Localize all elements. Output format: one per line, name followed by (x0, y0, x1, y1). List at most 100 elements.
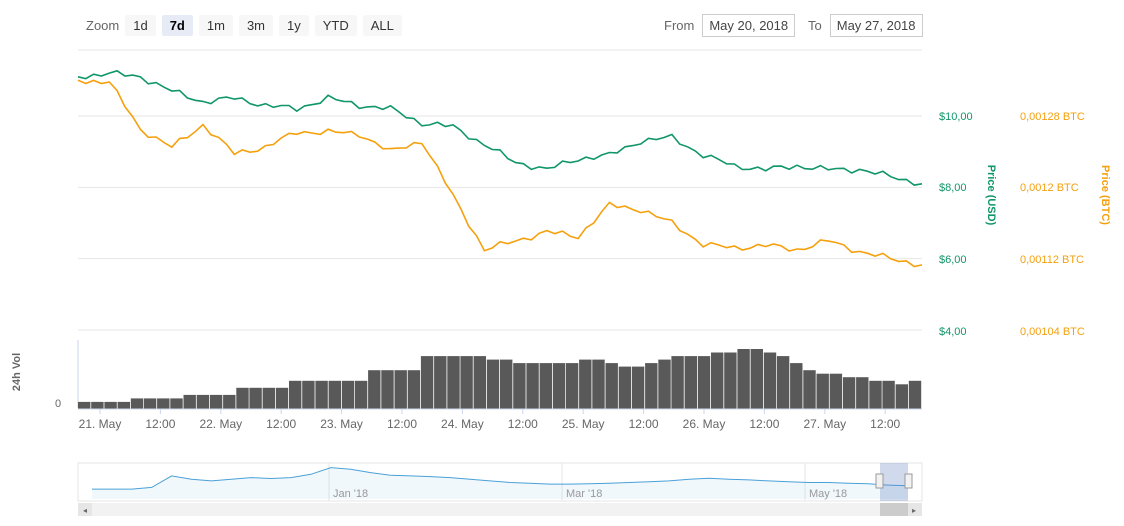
x-tick-label: 26. May (683, 417, 726, 431)
volume-bar (697, 356, 711, 409)
volume-bar (157, 398, 170, 409)
usd-axis-title: Price (USD) (985, 165, 997, 226)
volume-bar (78, 401, 91, 409)
volume-bar (500, 359, 513, 409)
volume-bar (724, 352, 737, 409)
volume-bar (381, 370, 394, 409)
volume-bar (671, 356, 684, 409)
volume-bar (856, 377, 869, 409)
volume-bar (289, 380, 302, 409)
volume-bar (750, 349, 763, 409)
zoom-ytd-button[interactable]: YTD (314, 14, 357, 36)
scroll-right-icon: ▸ (912, 506, 916, 515)
volume-bar (262, 387, 275, 409)
volume-bar (420, 356, 434, 409)
from-date-input[interactable]: May 20, 2018 (702, 14, 796, 37)
volume-bars (78, 349, 922, 409)
x-tick-label: 12:00 (266, 417, 296, 431)
scrollbar-left-arrow[interactable] (78, 503, 92, 516)
x-tick-label: 12:00 (387, 417, 417, 431)
btc-tick: 0,0012 BTC (1020, 182, 1079, 194)
volume-bar (394, 370, 407, 409)
to-date-input[interactable]: May 27, 2018 (829, 14, 923, 37)
x-tick-label: 21. May (79, 417, 122, 431)
volume-bar (565, 363, 579, 409)
x-tick-label: 12:00 (870, 417, 900, 431)
volume-bar (117, 401, 130, 409)
volume-bar (434, 356, 447, 409)
x-tick-label: 23. May (320, 417, 363, 431)
volume-axis-title: 24h Vol (11, 353, 23, 391)
volume-bar (829, 373, 843, 409)
volume-bar (447, 356, 460, 409)
grid (78, 115, 922, 331)
zoom-1y-button[interactable]: 1y (279, 14, 309, 36)
x-tick-label: 27. May (803, 417, 846, 431)
x-tick-label: 12:00 (145, 417, 175, 431)
volume-bar (170, 398, 183, 409)
volume-bar (223, 394, 236, 409)
volume-bar (302, 380, 315, 409)
volume-bar (895, 384, 908, 409)
volume-bar (605, 363, 618, 409)
date-range-to: To May 27, 2018 (808, 14, 923, 37)
volume-bar (275, 387, 289, 409)
volume-bar (816, 373, 829, 409)
volume-bar (842, 377, 856, 409)
zoom-label: Zoom (86, 17, 120, 33)
volume-bar (658, 359, 671, 409)
navigator-handle-right[interactable] (904, 473, 913, 489)
usd-tick: $8,00 (939, 182, 967, 194)
scrollbar-track[interactable] (78, 503, 922, 516)
volume-bar (368, 370, 381, 409)
volume-bar (341, 380, 355, 409)
x-tick-label: 22. May (199, 417, 242, 431)
volume-bar (183, 394, 196, 409)
volume-bar (526, 363, 539, 409)
zoom-3m-button[interactable]: 3m (238, 14, 273, 36)
from-label: From (664, 18, 695, 33)
navigator-area (92, 467, 908, 499)
zoom-1m-button[interactable]: 1m (198, 14, 233, 36)
volume-bar (908, 380, 922, 409)
volume-bar (486, 359, 500, 409)
navigator-line (92, 467, 909, 490)
volume-bar (737, 349, 750, 409)
x-tick-label: 12:00 (749, 417, 779, 431)
volume-bar (407, 370, 421, 409)
volume-bar (869, 380, 882, 409)
volume-bar (711, 352, 724, 409)
navigator-handle-left[interactable] (875, 473, 884, 489)
usd-price-line (77, 69, 923, 186)
volume-bar (618, 366, 632, 409)
zoom-1d-button[interactable]: 1d (125, 14, 156, 36)
btc-tick: 0,00112 BTC (1020, 254, 1084, 266)
scroll-left-icon: ◂ (83, 506, 87, 515)
btc-axis-title: Price (BTC) (1099, 165, 1111, 225)
volume-bar (196, 394, 210, 409)
zoom-all-button[interactable]: ALL (362, 14, 402, 36)
navigator-selection[interactable] (880, 463, 908, 501)
usd-tick: $10,00 (939, 111, 973, 123)
volume-bar (776, 356, 790, 409)
volume-bar (104, 401, 117, 409)
scrollbar-right-arrow[interactable] (908, 503, 922, 516)
btc-price-line (77, 79, 923, 268)
volume-bar (249, 387, 262, 409)
volume-bar (328, 380, 341, 409)
navigator-tick-label: Mar '18 (566, 488, 602, 500)
btc-tick: 0,00104 BTC (1020, 326, 1085, 338)
scrollbar-thumb[interactable] (880, 503, 908, 516)
zoom-toolbar: Zoom 1d 7d 1m 3m 1y YTD ALL (86, 14, 408, 36)
btc-tick: 0,00128 BTC (1020, 111, 1085, 123)
x-tick-label: 12:00 (508, 417, 538, 431)
volume-bar (803, 370, 816, 409)
volume-bar (592, 359, 605, 409)
volume-bar (513, 363, 526, 409)
volume-bar (91, 401, 104, 409)
volume-bar (579, 359, 592, 409)
volume-bar (631, 366, 645, 409)
to-label: To (808, 18, 822, 33)
zoom-7d-button[interactable]: 7d (161, 14, 193, 36)
